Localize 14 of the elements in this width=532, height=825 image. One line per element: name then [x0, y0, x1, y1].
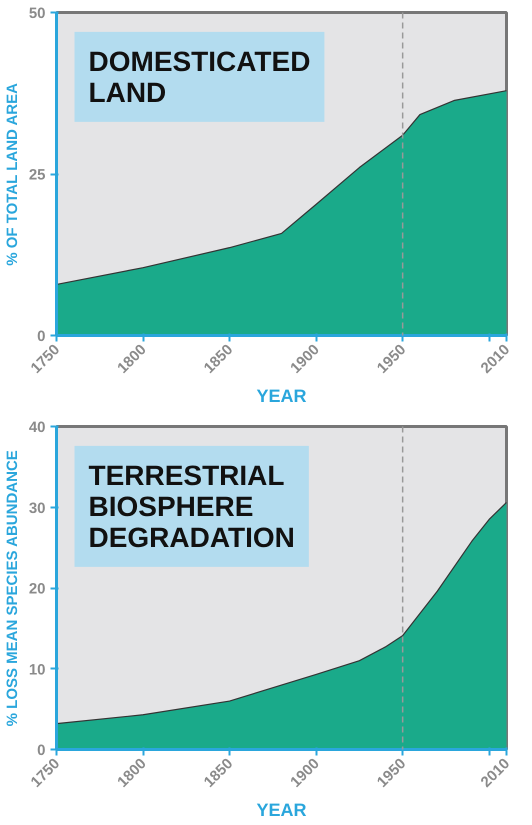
y-tick-label: 25: [28, 166, 46, 184]
y-tick-label: 40: [28, 419, 46, 436]
y-tick-label: 0: [37, 742, 46, 759]
y-tick-label: 0: [37, 328, 46, 345]
text: DOMESTICATED LAND: [88, 46, 310, 108]
y-axis-title: % OF TOTAL LAND AREA: [4, 82, 21, 266]
y-tick-label: 20: [28, 580, 46, 598]
y-tick-label: 30: [28, 500, 46, 517]
x-axis-title: YEAR: [256, 386, 307, 406]
y-tick-label: 10: [28, 661, 46, 678]
y-tick-label: 50: [28, 5, 46, 22]
x-axis-title: YEAR: [256, 800, 307, 820]
y-axis-title: % LOSS MEAN SPECIES ABUNDANCE: [4, 450, 21, 726]
text: TERRESTRIAL BIOSPHERE DEGRADATION: [88, 460, 295, 553]
